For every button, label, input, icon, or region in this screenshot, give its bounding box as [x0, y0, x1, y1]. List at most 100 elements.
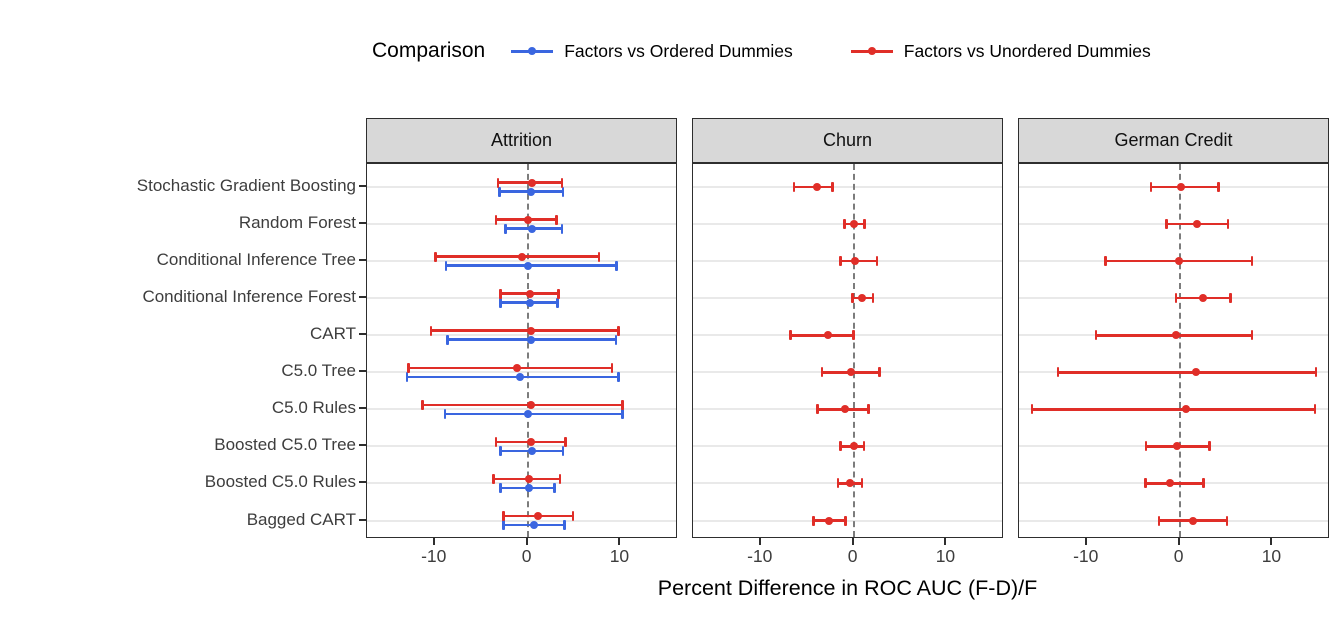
errorbar-midpoint-dot: [846, 368, 855, 377]
errorbar-cap-left: [1094, 330, 1098, 341]
errorbar-cap-right: [571, 511, 575, 522]
errorbar-cap-right: [560, 177, 564, 188]
facet-strip: Churn: [692, 118, 1003, 163]
y-axis-tick: [359, 333, 366, 336]
gridline: [693, 297, 1002, 300]
errorbar-cap-right: [1226, 219, 1230, 230]
errorbar-line: [794, 185, 833, 189]
errorbar-cap-right: [843, 515, 847, 526]
errorbar-cap-right: [1202, 478, 1206, 489]
errorbar-cap-left: [407, 362, 411, 373]
errorbar-midpoint-dot: [523, 409, 532, 418]
errorbar-midpoint-dot: [523, 215, 532, 224]
x-axis-tick: [525, 538, 528, 545]
y-axis-label: Boosted C5.0 Tree: [214, 435, 356, 455]
errorbar-cap-right: [620, 408, 624, 419]
errorbar-cap-left: [446, 334, 450, 345]
legend-entry: Factors vs Unordered Dummies: [850, 40, 1151, 62]
errorbar-cap-right: [615, 260, 619, 271]
y-axis-label: Random Forest: [238, 213, 356, 233]
errorbar-midpoint-dot: [513, 363, 522, 372]
x-axis-tick: [618, 538, 621, 545]
errorbar-midpoint-dot: [1172, 442, 1181, 451]
errorbar-line: [444, 412, 623, 416]
errorbar-cap-right: [863, 219, 867, 230]
errorbar-cap-right: [556, 288, 560, 299]
y-axis-tick: [359, 185, 366, 187]
facet-strip: German Credit: [1018, 118, 1329, 163]
errorbar-midpoint-dot: [528, 178, 537, 187]
errorbar-cap-left: [494, 436, 498, 447]
errorbar-cap-right: [1217, 182, 1220, 192]
errorbar-midpoint-dot: [533, 512, 542, 521]
y-axis-label: Conditional Inference Forest: [142, 287, 356, 307]
x-axis-tick: [1084, 538, 1087, 545]
errorbar-cap-right: [563, 520, 567, 531]
x-axis-tick: [758, 538, 761, 545]
errorbar-midpoint-dot: [530, 521, 539, 530]
x-axis-tick-label: -10: [747, 546, 773, 566]
gridline: [367, 223, 676, 226]
legend: Comparison Factors vs Ordered Dummies Fac…: [372, 26, 1209, 76]
errorbar-midpoint-dot: [516, 372, 525, 381]
errorbar-cap-right: [852, 330, 855, 341]
errorbar-cap-right: [1250, 256, 1254, 267]
y-axis-tick: [359, 481, 366, 484]
x-axis-tick-label: 10: [935, 546, 956, 566]
errorbar-cap-left: [1056, 367, 1060, 378]
errorbar-midpoint-dot: [527, 437, 536, 446]
errorbar-cap-left: [836, 478, 840, 489]
errorbar-cap-left: [1104, 256, 1107, 267]
y-axis-label: Conditional Inference Tree: [156, 250, 356, 270]
errorbar-midpoint-dot: [524, 483, 533, 492]
legend-entry-label: Factors vs Unordered Dummies: [903, 40, 1151, 61]
zero-reference-line: [852, 164, 855, 537]
y-axis-tick: [359, 296, 366, 299]
errorbar-cap-left: [496, 177, 500, 188]
errorbar-line: [406, 375, 619, 379]
gridline: [693, 519, 1002, 522]
legend-title: Comparison: [372, 39, 486, 62]
errorbar-midpoint-dot: [1192, 368, 1201, 377]
x-axis-tick: [851, 538, 854, 545]
errorbar-midpoint-dot: [1188, 516, 1197, 525]
errorbar-midpoint-dot: [527, 400, 536, 409]
errorbar-cap-right: [561, 186, 565, 197]
errorbar-midpoint-dot: [1182, 405, 1191, 414]
errorbar-cap-right: [862, 441, 866, 452]
facet-panel: [366, 163, 677, 538]
errorbar-midpoint-dot: [823, 331, 832, 340]
errorbar-midpoint-dot: [825, 516, 834, 525]
errorbar-line: [1150, 185, 1219, 189]
gridline: [367, 445, 676, 448]
x-axis-tick-label: 0: [1173, 546, 1184, 566]
gridline: [367, 260, 676, 263]
errorbar-midpoint-dot: [1171, 331, 1180, 340]
errorbar-cap-right: [830, 182, 834, 192]
errorbar-midpoint-dot: [518, 252, 527, 261]
errorbar-cap-left: [812, 515, 815, 526]
errorbar-cap-left: [405, 371, 409, 382]
gridline: [693, 186, 1002, 188]
errorbar-cap-left: [820, 367, 824, 378]
y-axis-tick: [359, 259, 366, 262]
errorbar-cap-left: [1030, 404, 1034, 415]
x-axis-tick: [944, 538, 947, 545]
errorbar-cap-right: [620, 399, 624, 410]
y-axis-label: C5.0 Tree: [281, 361, 356, 381]
errorbar-cap-left: [421, 399, 424, 410]
errorbar-cap-left: [1165, 219, 1168, 230]
x-axis-tick-label: -10: [1073, 546, 1099, 566]
errorbar-cap-right: [614, 334, 618, 345]
x-axis-tick-label: 0: [521, 546, 532, 566]
gridline: [367, 482, 676, 485]
errorbar-cap-left: [494, 214, 498, 225]
errorbar-midpoint-dot: [1193, 220, 1202, 229]
errorbar-cap-left: [1174, 293, 1178, 304]
legend-key-dot: [867, 47, 876, 55]
legend-key-dot: [528, 47, 537, 55]
y-axis-label: Boosted C5.0 Rules: [204, 472, 356, 492]
errorbar-cap-left: [851, 293, 854, 304]
errorbar-cap-left: [434, 251, 437, 262]
errorbar-cap-right: [878, 367, 881, 378]
